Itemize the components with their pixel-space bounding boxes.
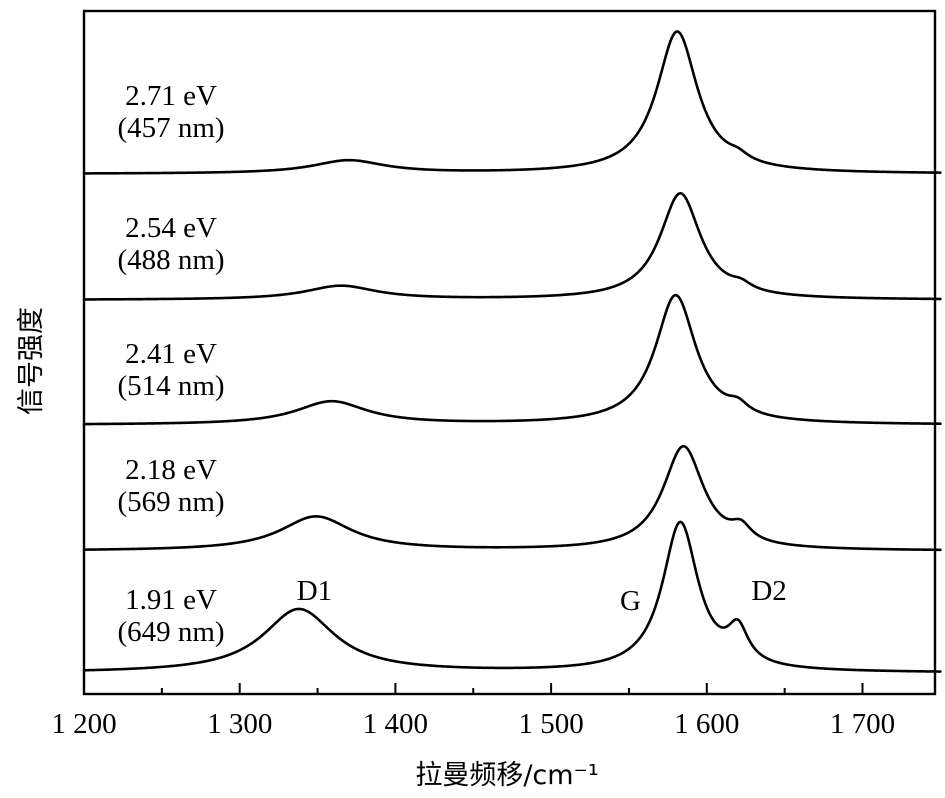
curve-energy-label-5: 1.91 eV [125, 584, 217, 616]
y-axis-label: 信号强度 [16, 307, 47, 415]
x-tick-label-1700: 1 700 [830, 708, 895, 740]
x-axis-label: 拉曼频移/cm⁻¹ [415, 760, 598, 791]
curve-labels: 2.71 eV(457 nm) 2.54 eV(488 nm) 2.41 eV(51… [117, 80, 224, 648]
curve-wavelength-label-4: (569 nm) [117, 486, 224, 518]
spectrum-traces [82, 30, 942, 673]
peak-label-d1: D1 [297, 575, 332, 607]
curve-energy-label-1: 2.71 eV [125, 80, 217, 112]
spectrum-trace-5 [82, 520, 942, 673]
peak-label-d2: D2 [751, 575, 786, 607]
plot-frame [82, 9, 937, 696]
curve-wavelength-label-5: (649 nm) [117, 616, 224, 648]
curve-wavelength-label-3: (514 nm) [117, 370, 224, 402]
x-tick-label-1600: 1 600 [674, 708, 739, 740]
curve-energy-label-2: 2.54 eV [125, 212, 217, 244]
spectrum-trace-3 [82, 293, 942, 426]
curve-wavelength-label-2: (488 nm) [117, 244, 224, 276]
x-axis-tick-labels: 1 200 1 300 1 400 1 500 1 600 1 700 [51, 708, 895, 740]
spectrum-trace-4 [82, 444, 942, 552]
x-tick-label-1300: 1 300 [207, 708, 272, 740]
curve-energy-label-3: 2.41 eV [125, 338, 217, 370]
x-tick-label-1200: 1 200 [51, 708, 116, 740]
x-axis-ticks [83, 683, 864, 694]
curve-wavelength-label-1: (457 nm) [117, 112, 224, 144]
peak-label-g: G [620, 585, 641, 617]
x-tick-label-1400: 1 400 [363, 708, 428, 740]
x-tick-label-1500: 1 500 [518, 708, 583, 740]
peak-labels: D1 G D2 [297, 575, 787, 617]
spectrum-trace-1 [82, 30, 942, 175]
curve-energy-label-4: 2.18 eV [125, 454, 217, 486]
spectrum-trace-2 [82, 191, 942, 301]
